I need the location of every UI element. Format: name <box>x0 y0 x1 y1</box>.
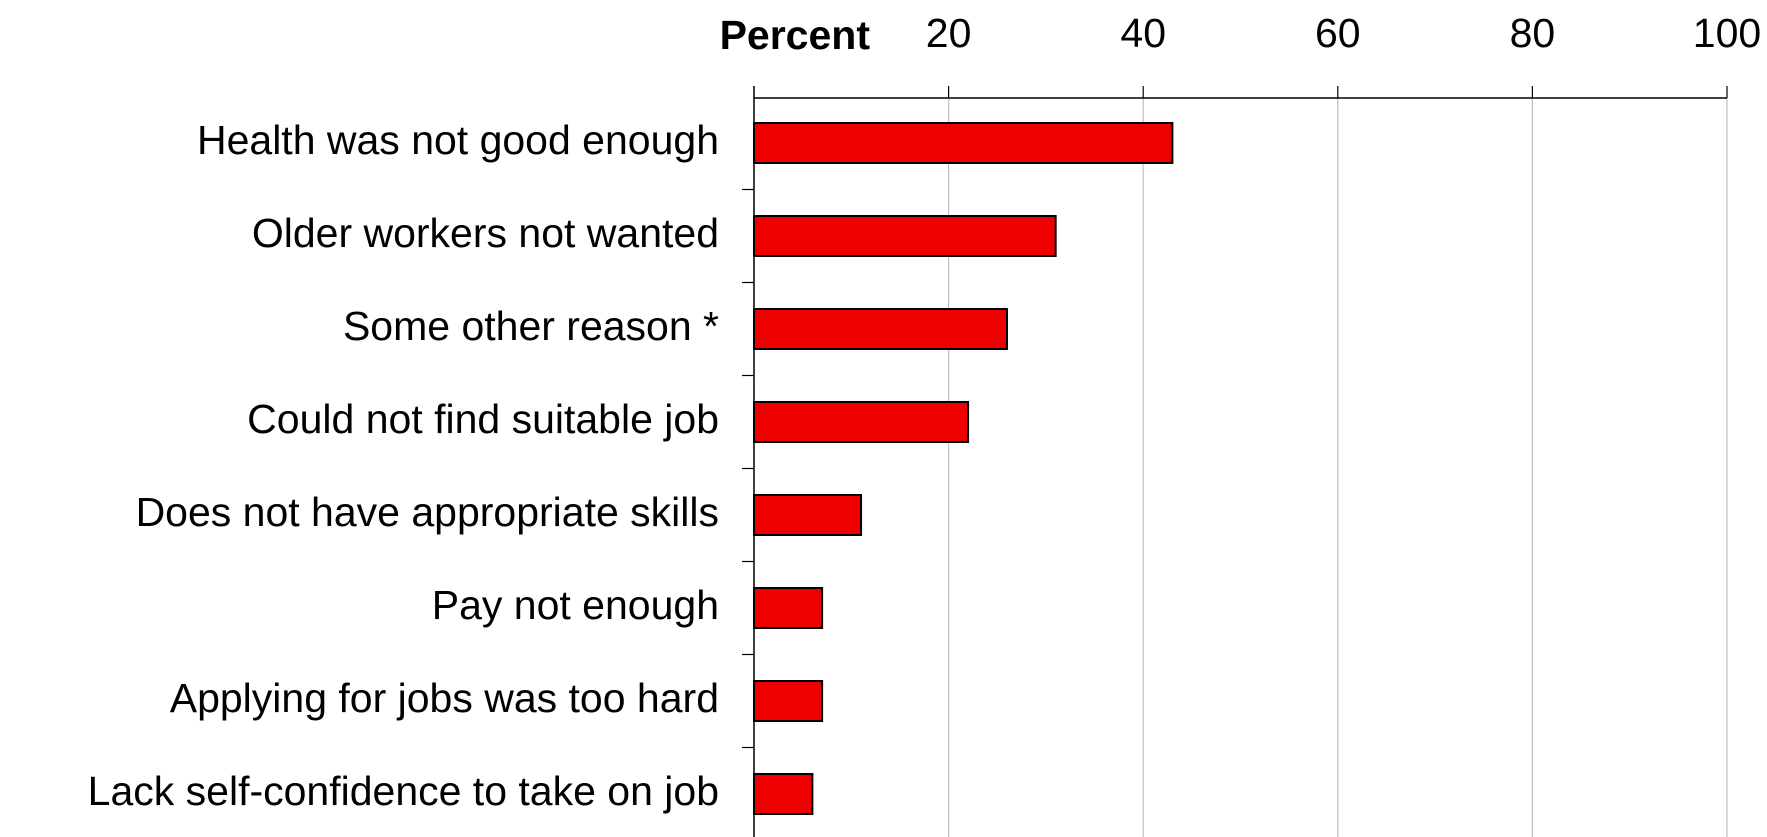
x-tick-label: 40 <box>1120 10 1166 56</box>
bar <box>753 122 1174 164</box>
y-tick-label: Some other reason * <box>343 303 719 349</box>
x-tick-label: 100 <box>1693 10 1761 56</box>
y-tick-label: Lack self-confidence to take on job <box>88 768 719 814</box>
y-tick-label: Does not have appropriate skills <box>136 489 719 535</box>
bar <box>753 215 1057 257</box>
bar <box>753 680 824 722</box>
y-tick-label: Health was not good enough <box>197 117 719 163</box>
x-axis-label: Percent <box>720 12 871 58</box>
bar <box>753 401 970 443</box>
y-tick-label: Applying for jobs was too hard <box>170 675 719 721</box>
x-tick-label: 60 <box>1315 10 1361 56</box>
bar <box>753 308 1008 350</box>
y-tick-label: Pay not enough <box>432 582 719 628</box>
x-tick-label: 20 <box>926 10 972 56</box>
y-tick-label: Could not find suitable job <box>247 396 719 442</box>
bar <box>753 494 863 536</box>
y-tick-label: Older workers not wanted <box>252 210 719 256</box>
bar <box>753 773 814 815</box>
x-tick-label: 80 <box>1510 10 1556 56</box>
bar <box>753 587 824 629</box>
